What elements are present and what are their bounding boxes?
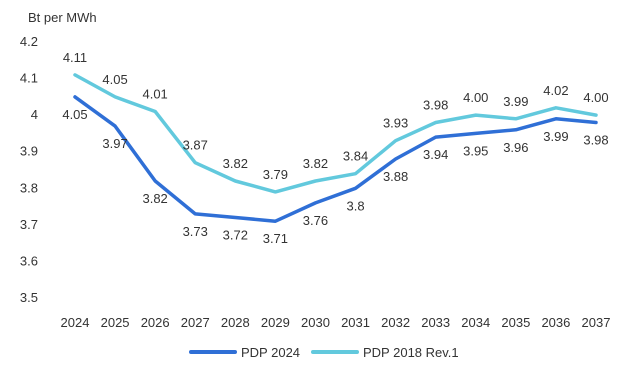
data-label: 3.98 xyxy=(583,132,608,147)
x-tick-label: 2031 xyxy=(341,315,370,330)
data-label: 4.05 xyxy=(102,72,127,87)
x-tick-label: 2032 xyxy=(381,315,410,330)
x-tick-label: 2035 xyxy=(501,315,530,330)
data-label: 4.01 xyxy=(142,86,167,101)
data-label: 3.84 xyxy=(343,149,368,164)
data-label: 4.00 xyxy=(463,90,488,105)
unit-label: Bt per MWh xyxy=(28,10,97,25)
x-tick-label: 2034 xyxy=(461,315,490,330)
x-tick-label: 2025 xyxy=(101,315,130,330)
y-axis-ticks: 3.5 3.6 3.7 3.8 3.9 4 4.1 4.2 xyxy=(20,34,38,305)
y-tick-label: 4.1 xyxy=(20,71,38,86)
data-label: 4.00 xyxy=(583,90,608,105)
data-label: 3.76 xyxy=(303,213,328,228)
legend-label: PDP 2024 xyxy=(241,345,300,360)
data-label: 3.99 xyxy=(543,129,568,144)
x-tick-label: 2029 xyxy=(261,315,290,330)
data-label: 4.02 xyxy=(543,83,568,98)
series-line-pdp-2018-rev1 xyxy=(73,73,598,194)
data-labels: 4.05 3.97 3.82 3.73 3.72 3.71 3.76 3.8 3.88 3.94 3… xyxy=(62,50,608,246)
x-tick-label: 2024 xyxy=(61,315,90,330)
data-label: 3.97 xyxy=(102,136,127,151)
y-tick-label: 3.7 xyxy=(20,217,38,232)
y-tick-label: 4.2 xyxy=(20,34,38,49)
x-axis-ticks: 2024 2025 2026 2027 2028 2029 2030 2031 2032 2033… xyxy=(61,315,611,330)
data-label: 3.96 xyxy=(503,140,528,155)
data-label: 3.82 xyxy=(223,156,248,171)
series-line-pdp-2024 xyxy=(73,95,598,223)
data-label: 3.94 xyxy=(423,147,448,162)
data-label: 3.8 xyxy=(346,198,364,213)
series-lines xyxy=(73,73,598,223)
x-tick-label: 2028 xyxy=(221,315,250,330)
y-tick-label: 3.9 xyxy=(20,144,38,159)
x-tick-label: 2033 xyxy=(421,315,450,330)
x-tick-label: 2037 xyxy=(582,315,611,330)
data-label: 3.95 xyxy=(463,143,488,158)
x-tick-label: 2027 xyxy=(181,315,210,330)
data-label: 3.87 xyxy=(183,138,208,153)
data-label: 3.79 xyxy=(263,167,288,182)
data-label: 3.93 xyxy=(383,116,408,131)
y-tick-label: 3.6 xyxy=(20,253,38,268)
y-tick-label: 3.8 xyxy=(20,180,38,195)
data-label: 3.71 xyxy=(263,231,288,246)
data-label: 3.72 xyxy=(223,228,248,243)
data-label: 3.82 xyxy=(303,156,328,171)
data-label: 3.73 xyxy=(183,224,208,239)
x-tick-label: 2036 xyxy=(541,315,570,330)
data-label: 4.11 xyxy=(63,50,87,65)
data-label: 3.88 xyxy=(383,169,408,184)
data-label: 3.98 xyxy=(423,97,448,112)
x-tick-label: 2026 xyxy=(141,315,170,330)
legend-label: PDP 2018 Rev.1 xyxy=(363,345,459,360)
data-label: 3.82 xyxy=(142,191,167,206)
y-tick-label: 4 xyxy=(31,107,38,122)
data-label: 3.99 xyxy=(503,94,528,109)
data-label: 4.05 xyxy=(62,107,87,122)
y-tick-label: 3.5 xyxy=(20,290,38,305)
legend: PDP 2024 PDP 2018 Rev.1 xyxy=(189,345,459,360)
x-tick-label: 2030 xyxy=(301,315,330,330)
